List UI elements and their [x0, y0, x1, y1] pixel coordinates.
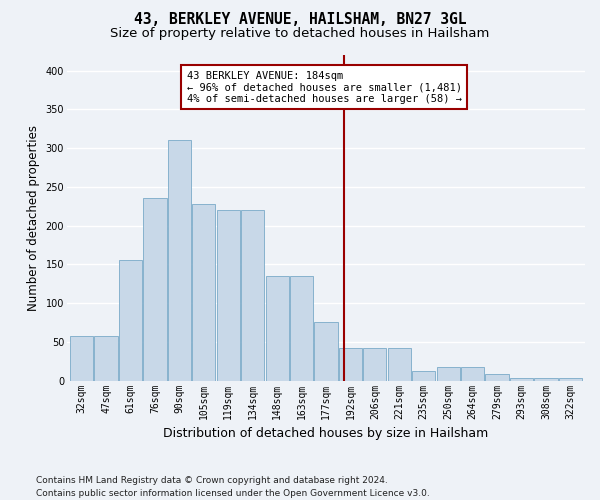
Bar — [119, 260, 142, 380]
Bar — [510, 378, 533, 380]
Bar — [485, 374, 509, 380]
Bar — [388, 348, 411, 380]
Bar — [559, 378, 582, 380]
Bar — [217, 210, 240, 380]
Bar — [168, 140, 191, 380]
X-axis label: Distribution of detached houses by size in Hailsham: Distribution of detached houses by size … — [163, 427, 488, 440]
Text: Contains HM Land Registry data © Crown copyright and database right 2024.
Contai: Contains HM Land Registry data © Crown c… — [36, 476, 430, 498]
Text: Size of property relative to detached houses in Hailsham: Size of property relative to detached ho… — [110, 28, 490, 40]
Bar — [192, 204, 215, 380]
Bar — [241, 210, 264, 380]
Text: 43, BERKLEY AVENUE, HAILSHAM, BN27 3GL: 43, BERKLEY AVENUE, HAILSHAM, BN27 3GL — [134, 12, 466, 28]
Bar — [290, 276, 313, 380]
Bar — [266, 276, 289, 380]
Text: 43 BERKLEY AVENUE: 184sqm
← 96% of detached houses are smaller (1,481)
4% of sem: 43 BERKLEY AVENUE: 184sqm ← 96% of detac… — [187, 70, 461, 104]
Bar — [534, 378, 557, 380]
Bar — [314, 322, 338, 380]
Bar — [412, 372, 436, 380]
Bar — [94, 336, 118, 380]
Bar — [461, 366, 484, 380]
Bar — [70, 336, 93, 380]
Bar — [339, 348, 362, 380]
Y-axis label: Number of detached properties: Number of detached properties — [27, 125, 40, 311]
Bar — [363, 348, 386, 380]
Bar — [143, 198, 167, 380]
Bar — [437, 366, 460, 380]
